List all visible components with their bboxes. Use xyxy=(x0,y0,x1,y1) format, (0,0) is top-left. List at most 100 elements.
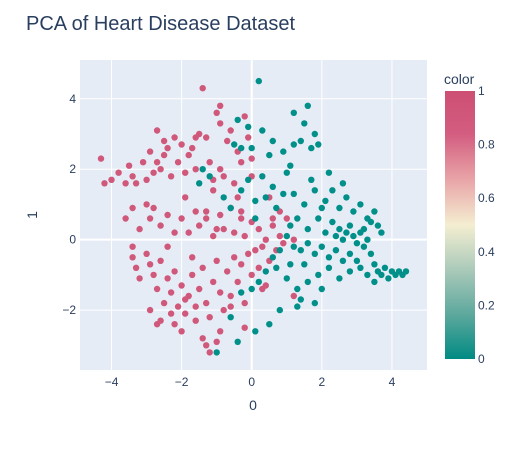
scatter-point xyxy=(273,264,280,271)
x-tick-label: 2 xyxy=(319,375,326,389)
scatter-point xyxy=(269,183,276,190)
scatter-point xyxy=(262,268,269,275)
scatter-point xyxy=(167,173,175,180)
scatter-point xyxy=(234,194,241,201)
scatter-point xyxy=(146,148,154,155)
scatter-point xyxy=(178,328,185,335)
scatter-point xyxy=(329,218,336,226)
scatter-point xyxy=(227,292,234,300)
scatter-point xyxy=(231,229,238,236)
scatter-point xyxy=(217,289,224,296)
scatter-point xyxy=(245,134,252,141)
scatter-point xyxy=(132,264,140,271)
scatter-point xyxy=(378,271,385,279)
scatter-point xyxy=(182,310,189,317)
scatter-point xyxy=(150,271,157,279)
scatter-point xyxy=(178,215,185,222)
x-axis-title: 0 xyxy=(249,397,257,413)
scatter-point xyxy=(339,180,347,187)
scatter-point xyxy=(252,247,259,254)
scatter-point xyxy=(192,134,199,141)
scatter-point xyxy=(269,215,276,222)
scatter-point xyxy=(192,303,199,310)
scatter-point xyxy=(273,204,280,212)
colorbar-title: color xyxy=(444,71,475,87)
scatter-point xyxy=(308,176,315,183)
scatter-point xyxy=(276,247,283,254)
colorbar-tick-label: 1 xyxy=(478,84,485,98)
scatter-point xyxy=(318,204,325,212)
scatter-point xyxy=(385,275,392,282)
scatter-point xyxy=(311,187,318,194)
scatter-point xyxy=(283,275,290,282)
scatter-point xyxy=(171,134,178,141)
scatter-point xyxy=(182,194,189,201)
scatter-point xyxy=(259,173,266,180)
scatter-point xyxy=(203,134,210,141)
scatter-point xyxy=(199,264,206,271)
scatter-point xyxy=(174,159,182,166)
scatter-point xyxy=(189,254,196,261)
scatter-point xyxy=(199,85,206,92)
scatter-point xyxy=(224,137,231,145)
scatter-point xyxy=(185,229,192,236)
scatter-point xyxy=(311,250,318,257)
scatter-point xyxy=(217,328,224,335)
scatter-point xyxy=(350,232,357,240)
scatter-point xyxy=(213,338,220,345)
scatter-point xyxy=(266,321,273,328)
scatter-point xyxy=(203,215,210,222)
scatter-point xyxy=(129,204,136,212)
y-axis-title: 1 xyxy=(24,211,40,219)
scatter-point xyxy=(339,236,347,243)
scatter-point xyxy=(353,240,361,247)
scatter-point xyxy=(150,169,157,176)
scatter-point xyxy=(122,215,129,222)
scatter-point xyxy=(238,187,245,194)
scatter-point xyxy=(336,225,343,233)
scatter-point xyxy=(125,162,133,169)
x-tick-label: 0 xyxy=(248,375,255,389)
scatter-point xyxy=(276,306,283,314)
scatter-point xyxy=(206,173,213,180)
scatter-point xyxy=(287,162,294,169)
x-tick-label: 4 xyxy=(389,375,396,389)
scatter-point xyxy=(318,243,325,250)
scatter-point xyxy=(192,166,199,173)
colorbar-tick-labels: 0 0.2 0.4 0.6 0.8 1 xyxy=(478,84,495,366)
scatter-point xyxy=(189,144,196,152)
scatter-point xyxy=(290,190,297,198)
colorbar: color 0 0.2 0.4 0.6 0.8 1 xyxy=(444,71,495,366)
scatter-point xyxy=(332,247,340,254)
scatter-point xyxy=(259,127,266,134)
scatter-point xyxy=(315,215,322,222)
scatter-point xyxy=(227,127,234,134)
scatter-point xyxy=(255,264,262,271)
scatter-point xyxy=(245,123,252,131)
scatter-point xyxy=(357,264,364,271)
scatter-point xyxy=(213,225,220,233)
scatter-point xyxy=(294,285,301,293)
scatter-point xyxy=(255,77,262,85)
scatter-point xyxy=(248,155,255,162)
scatter-point xyxy=(280,148,287,155)
scatter-point xyxy=(297,296,304,303)
scatter-point xyxy=(238,261,245,268)
y-tick-label: 4 xyxy=(69,92,76,106)
scatter-point xyxy=(129,173,136,180)
scatter-point xyxy=(304,102,311,110)
scatter-point xyxy=(245,176,252,183)
scatter-point xyxy=(132,180,140,187)
scatter-point xyxy=(360,243,368,250)
scatter-point xyxy=(238,208,245,215)
scatter-point xyxy=(290,292,297,300)
scatter-point xyxy=(360,225,368,233)
scatter-point xyxy=(146,306,154,314)
scatter-point xyxy=(210,278,217,286)
scatter-point xyxy=(343,194,350,201)
scatter-point xyxy=(353,257,361,264)
scatter-point xyxy=(122,180,129,187)
scatter-point xyxy=(290,141,297,148)
scatter-point xyxy=(136,275,143,282)
